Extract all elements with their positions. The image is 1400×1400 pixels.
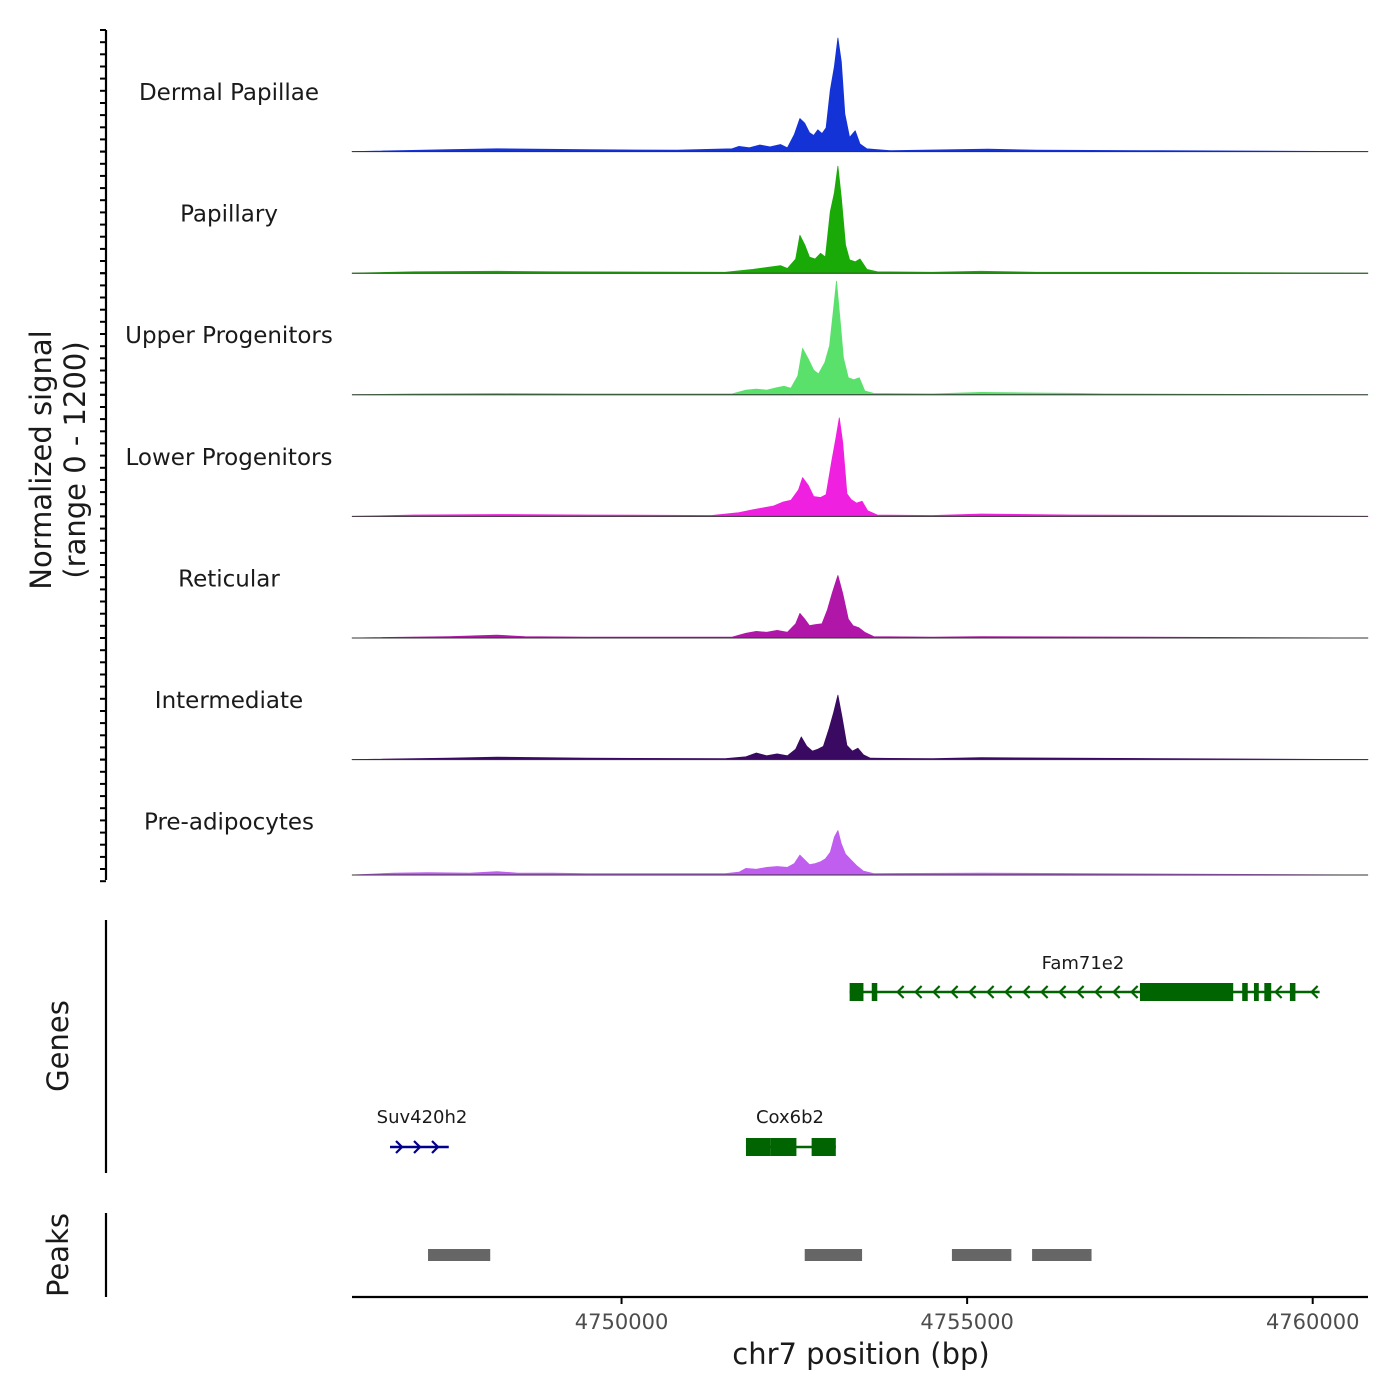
track-label: Dermal Papillae [139,80,319,106]
strand-arrow [968,985,977,999]
peak [804,1249,863,1261]
gene-suv420h2: Suv420h2 [377,1107,468,1154]
strand-arrow [1022,985,1031,999]
strand-arrow [1004,985,1013,999]
track-label: Reticular [178,566,280,592]
exon [1242,983,1248,1001]
strand-arrow [914,985,923,999]
signal-area [351,417,1369,517]
peak [951,1249,1012,1261]
y-axis-ticks [100,29,106,883]
gene-label: Suv420h2 [377,1107,468,1128]
y-axis-range: (range 0 - 1200) [58,341,92,578]
x-tick-label: 4755000 [920,1310,1014,1334]
strand-arrow [1094,985,1103,999]
strand-arrow [932,985,941,999]
track-pre-adipocytes: Pre-adipocytes [144,810,1369,876]
peaks-track-label: Peaks [41,1213,75,1297]
strand-arrow [1274,985,1283,999]
exon [871,983,878,1001]
gene-label: Cox6b2 [756,1107,824,1128]
strand-arrow [413,1140,422,1154]
gene-cox6b2: Cox6b2 [745,1107,836,1156]
gene-label: Fam71e2 [1042,953,1125,974]
strand-arrow [431,1140,440,1154]
exon [745,1138,771,1156]
peak [428,1249,491,1261]
strand-arrow [1130,985,1139,999]
track-papillary: Papillary [180,165,1369,274]
signal-area [351,280,1369,396]
x-axis-title: chr7 position (bp) [732,1337,989,1371]
strand-arrow [1112,985,1121,999]
x-tick-label: 4760000 [1266,1310,1360,1334]
track-lower-progenitors: Lower Progenitors [126,417,1369,517]
exon [1264,983,1272,1001]
signal-area [351,694,1369,760]
exon [1253,983,1259,1001]
strand-arrow [950,985,959,999]
strand-arrow [1040,985,1049,999]
y-axis-title: Normalized signal [24,330,58,589]
track-upper-progenitors: Upper Progenitors [125,280,1369,396]
signal-area [351,575,1369,639]
track-label: Lower Progenitors [126,445,333,471]
peaks-track [428,1249,1092,1261]
track-label: Intermediate [155,688,303,714]
track-label: Upper Progenitors [125,323,333,349]
gene-fam71e2: Fam71e2 [849,953,1320,1001]
track-dermal-papillae: Dermal Papillae [139,37,1369,153]
strand-arrow [1310,985,1319,999]
strand-arrow [395,1140,404,1154]
peak [1032,1249,1092,1261]
signal-area [351,165,1369,274]
genes-track: Fam71e2 Suv420h2 Cox6b2 [377,953,1320,1156]
exon [811,1138,836,1156]
coverage-tracks: Dermal Papillae Papillary Upper Progenitor… [125,37,1369,876]
exon [1289,983,1296,1001]
exon [1139,983,1234,1001]
axes: 4750000 4755000 4760000 [100,29,1368,1334]
signal-area [351,830,1369,876]
genes-track-label: Genes [41,1000,75,1092]
signal-area [351,37,1369,152]
strand-arrow [896,985,905,999]
x-tick-label: 4750000 [575,1310,669,1334]
track-intermediate: Intermediate [155,688,1369,761]
track-label: Papillary [180,202,278,228]
strand-arrow [1058,985,1067,999]
track-reticular: Reticular [178,566,1369,639]
track-label: Pre-adipocytes [144,810,314,836]
strand-arrow [1076,985,1085,999]
exon [849,983,864,1001]
strand-arrow [986,985,995,999]
exon [770,1138,797,1156]
